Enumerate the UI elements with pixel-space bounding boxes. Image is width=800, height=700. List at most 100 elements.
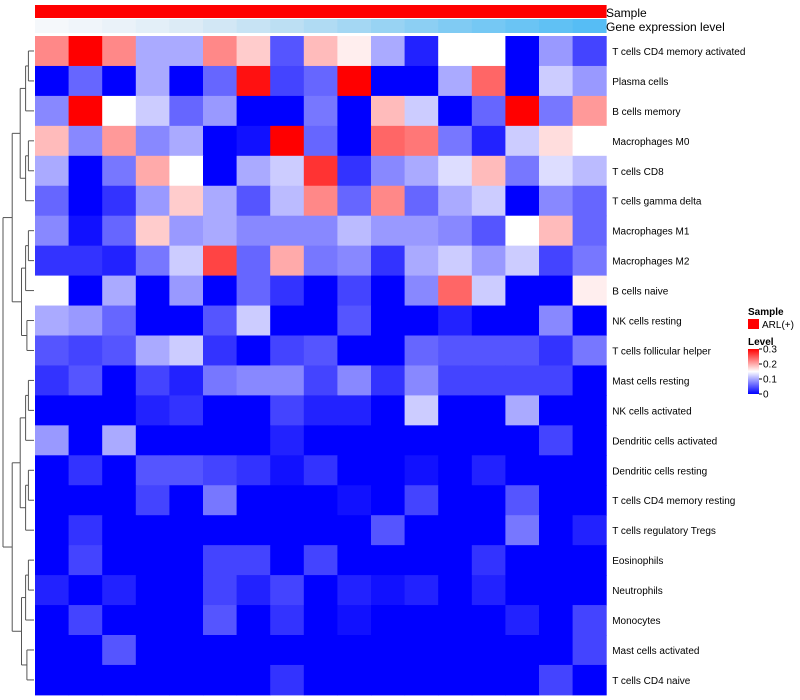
heatmap-cell [35, 425, 70, 456]
heatmap-cell [236, 245, 271, 277]
heatmap-cell [169, 36, 204, 67]
heatmap-cell [102, 635, 137, 666]
annotation-cell-expression [270, 19, 305, 33]
heatmap-cell [135, 575, 170, 606]
heatmap-cell [169, 545, 204, 576]
heatmap-cell [169, 155, 204, 187]
heatmap-cell [303, 664, 338, 696]
heatmap-cell [68, 155, 103, 187]
heatmap-cell [169, 485, 204, 516]
heatmap-cell [539, 185, 574, 217]
heatmap-cell [135, 455, 170, 486]
heatmap-cell [371, 605, 406, 636]
heatmap-cell [572, 245, 607, 277]
row-label: Eosinophils [612, 556, 663, 567]
heatmap-cell [270, 36, 305, 67]
heatmap-cell [135, 155, 170, 187]
row-label: T cells gamma delta [612, 197, 702, 208]
row-label: Plasma cells [612, 77, 668, 88]
annotation-cell-expression [68, 19, 103, 33]
heatmap-cell [303, 275, 338, 307]
row-label: Macrophages M0 [612, 137, 690, 148]
heatmap-cell [572, 635, 607, 666]
heatmap-cell [471, 515, 506, 546]
heatmap-cell [236, 125, 271, 157]
heatmap-cell [169, 425, 204, 456]
heatmap-cell [236, 664, 271, 696]
heatmap-cell [438, 605, 473, 636]
heatmap-cell [236, 455, 271, 486]
heatmap-cell [505, 125, 540, 157]
legend-sample-swatch [748, 319, 759, 329]
heatmap-cell [102, 245, 137, 277]
heatmap-cell [337, 365, 372, 396]
heatmap-cell [236, 185, 271, 217]
heatmap-cell [203, 245, 238, 277]
heatmap-cell [471, 185, 506, 217]
heatmap-cell [35, 95, 70, 127]
heatmap-cell [68, 605, 103, 636]
heatmap-cell [438, 395, 473, 426]
heatmap-cell [270, 95, 305, 127]
heatmap-cell [471, 605, 506, 636]
heatmap-cell [303, 635, 338, 666]
heatmap-cell [68, 335, 103, 366]
heatmap-cell [471, 485, 506, 516]
heatmap-cell [371, 395, 406, 426]
legend: Sample ARL(+) Level 0.3 0.2 0.1 0 [748, 307, 794, 401]
heatmap-cell [438, 485, 473, 516]
heatmap-cell [68, 635, 103, 666]
heatmap-cell [505, 65, 540, 97]
heatmap-cell [438, 425, 473, 456]
heatmap-cell [270, 605, 305, 636]
heatmap-cell [337, 545, 372, 576]
heatmap-cell [371, 185, 406, 217]
heatmap-cell [471, 65, 506, 97]
annotation-cell-expression [438, 19, 473, 33]
heatmap-cell [135, 515, 170, 546]
heatmap-cell [68, 245, 103, 277]
annotation-cell-sample [539, 5, 573, 18]
heatmap-cell [169, 185, 204, 217]
heatmap-cell [236, 425, 271, 456]
heatmap-cell [102, 335, 137, 366]
heatmap-cell [35, 635, 70, 666]
row-labels: T cells CD4 memory activated Plasma cells… [612, 47, 745, 687]
heatmap-cell [303, 605, 338, 636]
heatmap-cell [203, 275, 238, 307]
heatmap-cell [236, 605, 271, 636]
heatmap-cell [303, 95, 338, 127]
annotation-cell-sample [236, 5, 271, 18]
heatmap-cell [102, 515, 137, 546]
heatmap-cell [169, 605, 204, 636]
heatmap-cell [337, 335, 372, 366]
heatmap-cell [203, 95, 238, 127]
heatmap-cell [505, 635, 540, 666]
heatmap-cell [35, 305, 70, 336]
heatmap-cell [68, 664, 103, 696]
annotation-cell-expression [371, 19, 405, 33]
heatmap-cell [303, 365, 338, 396]
heatmap-cell [371, 425, 406, 456]
heatmap-cell [236, 365, 271, 396]
heatmap-cell [471, 215, 506, 247]
heatmap-cell [270, 425, 305, 456]
heatmap-cell [471, 455, 506, 486]
heatmap-cell [539, 365, 574, 396]
heatmap-cell [270, 335, 305, 366]
heatmap-cell [371, 95, 406, 127]
heatmap-cell [236, 95, 271, 127]
legend-tick-label: 0.3 [763, 345, 777, 356]
heatmap-cell [539, 155, 574, 187]
heatmap-cell [135, 605, 170, 636]
heatmap-cell [539, 275, 574, 307]
heatmap-cell [438, 125, 473, 157]
heatmap-cell [471, 425, 506, 456]
heatmap-cell [203, 515, 238, 546]
annotation-cell-expression [539, 19, 573, 33]
annotation-cell-sample [303, 5, 338, 18]
annotation-cell-sample [102, 5, 137, 18]
heatmap-cell [505, 664, 540, 696]
heatmap-cell [371, 245, 406, 277]
heatmap-cell [236, 545, 271, 576]
